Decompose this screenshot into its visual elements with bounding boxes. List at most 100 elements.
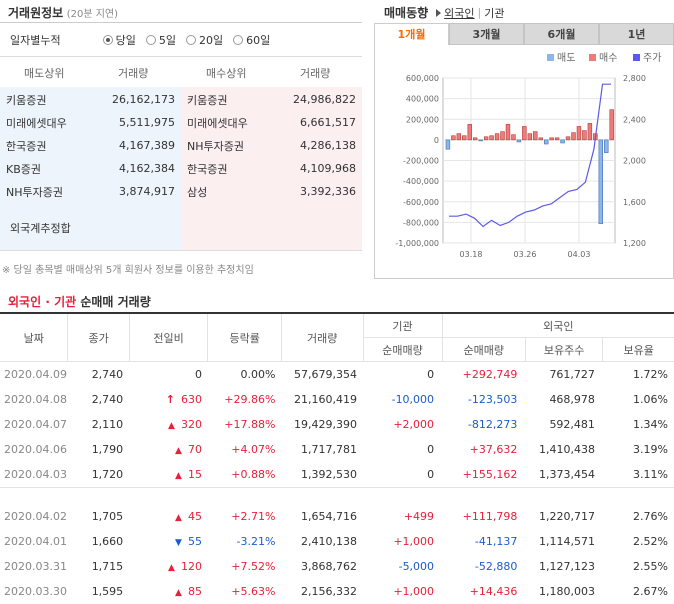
legend-swatch: [589, 54, 596, 61]
chart-bar: [576, 126, 582, 141]
chart-bar: [533, 131, 538, 141]
chart-bar: [445, 139, 451, 150]
y-right-tick-label: 1,200: [623, 239, 646, 248]
list-item: 삼성 3,392,336: [187, 185, 356, 199]
net-trade-table: 날짜 종가 전일비 등락률 거래량 기관 외국인 순매매량 순매매량 보유주수 …: [0, 312, 674, 604]
header-volume: 거래량: [281, 313, 364, 362]
list-item: KB증권 4,162,384: [6, 162, 175, 176]
header-ratio: 보유율: [602, 337, 674, 362]
y-left-tick-label: -1,000,000: [395, 239, 439, 248]
price-line: [449, 83, 611, 228]
list-item: 한국증권 4,109,968: [187, 162, 356, 176]
arrow-up-icon: ▲: [175, 588, 182, 598]
y-left-tick-label: 600,000: [406, 74, 439, 83]
sell-panel-bg: [0, 87, 181, 250]
y-left-tick-label: -800,000: [403, 218, 439, 227]
trend-header: 매매동향 외국인 | 기관: [384, 4, 505, 21]
filter-separator: |: [477, 6, 482, 19]
header-close: 종가: [67, 313, 130, 362]
table-row: 2020.04.02 1,705 ▲ 45 +2.71% 1,654,716 +499 +11…: [4, 510, 668, 523]
header-change: 전일비: [129, 313, 209, 362]
chart-bar: [511, 134, 516, 141]
chart-bar: [456, 133, 462, 141]
filter-inst-link[interactable]: 기관: [484, 6, 505, 20]
y-right-tick-label: 2,400: [623, 115, 646, 124]
chart-bar: [516, 139, 522, 143]
period-radio-5d[interactable]: 5일: [145, 32, 176, 48]
chart-bar: [582, 130, 587, 141]
trend-panel: 매매동향 외국인 | 기관 1개월 3개월 6개월 1년 매도 매수 주가 600,…: [374, 0, 674, 280]
arrow-down-icon: ▼: [175, 538, 182, 548]
y-right-tick-label: 2,800: [623, 74, 646, 83]
header-date: 날짜: [0, 313, 69, 362]
x-tick-label: 03.18: [460, 250, 483, 259]
buy-panel-bg: [181, 87, 362, 250]
y-right-tick-label: 2,000: [623, 157, 646, 166]
table-row: 2020.04.03 1,720 ▲ 15 +0.88% 1,392,530 0 +155,1…: [4, 468, 668, 481]
y-left-tick-label: 400,000: [406, 95, 439, 104]
trade-info-header: 거래원정보 (20분 지연): [8, 4, 118, 21]
legend-swatch: [633, 54, 640, 61]
chart-bar: [505, 124, 511, 141]
buy-list: 키움증권 24,986,822 미래에셋대우 6,661,517 NH투자증권 4,2…: [181, 88, 362, 203]
tab-6-months[interactable]: 6개월: [524, 23, 599, 45]
chart-legend: 매도 매수 주가: [547, 52, 661, 64]
radio-icon: [233, 35, 244, 45]
arrow-up-icon: ▲: [175, 513, 182, 523]
chart-bar: [489, 135, 494, 141]
trade-info-panel: 거래원정보 (20분 지연) 일자별누적 당일 5일 20일 60일 매도상위 …: [0, 0, 362, 290]
header-inst-group: 기관: [363, 313, 443, 338]
y-left-tick-label: 0: [434, 136, 439, 145]
radio-selected-icon: [102, 35, 113, 45]
buy-top-header: 매수상위: [206, 67, 247, 80]
chart-bar: [527, 133, 533, 141]
period-radio-today[interactable]: 당일: [102, 32, 136, 48]
limit-up-icon: ↑: [165, 393, 175, 406]
chart-bar: [462, 135, 467, 141]
y-left-tick-label: -200,000: [403, 157, 439, 166]
chart-bar: [604, 139, 609, 153]
chart-bar: [538, 137, 543, 141]
chart-bar: [571, 132, 576, 141]
buy-volume-header: 거래량: [300, 67, 331, 80]
chart-frame: 매도 매수 주가 600,000 400,000 200,000 0 -200,000 -40…: [374, 45, 674, 279]
x-tick-label: 03.26: [514, 250, 537, 259]
y-left-tick-label: -600,000: [403, 198, 439, 207]
list-item: 미래에셋대우 6,661,517: [187, 116, 356, 130]
chart-bar: [473, 137, 478, 141]
list-item: NH투자증권 4,286,138: [187, 139, 356, 153]
y-right-tick-label: 1,600: [623, 198, 646, 207]
filter-foreign-link[interactable]: 외국인: [444, 6, 475, 20]
x-tick-label: 04.03: [568, 250, 591, 259]
chart-bars: [445, 109, 614, 224]
tab-3-months[interactable]: 3개월: [449, 23, 524, 45]
sell-volume-header: 거래량: [118, 67, 149, 80]
radio-icon: [185, 35, 196, 45]
trade-info-title: 거래원정보: [8, 6, 64, 20]
legend-swatch: [547, 54, 554, 61]
chart-bar: [500, 131, 505, 141]
header-inst-net: 순매매량: [363, 337, 443, 362]
period-tabs: 1개월 3개월 6개월 1년: [374, 23, 674, 45]
header-rate: 등락률: [207, 313, 282, 362]
list-item: 한국증권 4,167,389: [6, 139, 175, 153]
arrow-up-icon: ▲: [168, 563, 175, 573]
delay-note: (20분 지연): [66, 9, 119, 20]
arrow-up-icon: ▲: [175, 471, 182, 481]
chart-bar: [522, 126, 527, 141]
table-row: 2020.04.09 2,740 0 0.00% 57,679,354 0 +292,749…: [4, 368, 668, 381]
list-item: 키움증권 26,162,173: [6, 93, 175, 107]
footnote: ※ 당일 총목별 매매상위 5개 회원사 정보를 이용한 추정치임: [2, 265, 254, 276]
legend-label: 매수: [599, 52, 617, 64]
period-radio-20d[interactable]: 20일: [185, 32, 223, 48]
arrow-up-icon: ▲: [175, 446, 182, 456]
chart-bar: [587, 123, 593, 141]
tab-1-month[interactable]: 1개월: [374, 23, 449, 45]
table-row: 2020.04.06 1,790 ▲ 70 +4.07% 1,717,781 0 +37,63…: [4, 443, 668, 456]
chart-bar: [609, 109, 614, 141]
tab-1-year[interactable]: 1년: [599, 23, 674, 45]
chart-bar: [598, 139, 604, 224]
table-row: 2020.03.31 1,715 ▲ 120 +7.52% 3,868,762 -5,000…: [4, 560, 668, 573]
filter-arrow-icon: [436, 8, 442, 17]
period-radio-60d[interactable]: 60일: [233, 32, 270, 48]
